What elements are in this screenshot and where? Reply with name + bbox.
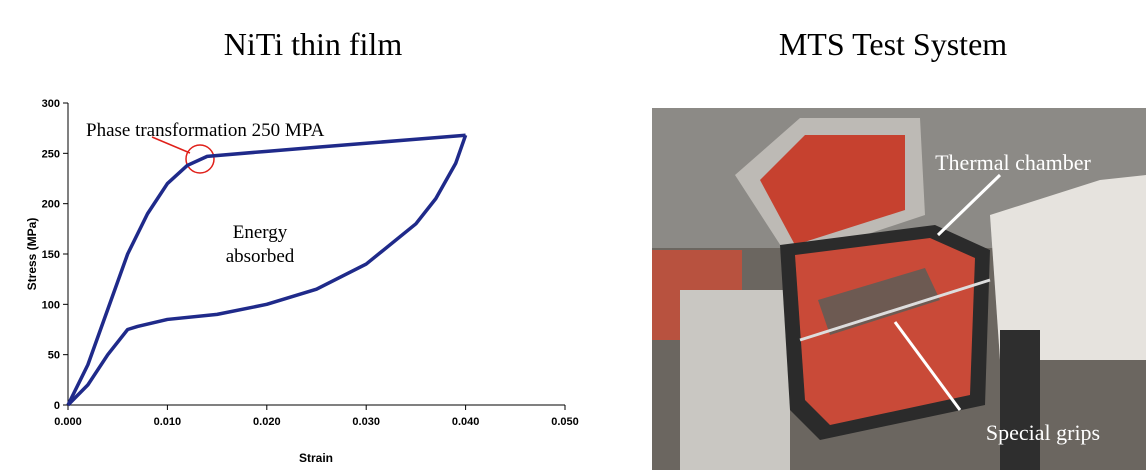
photo-arrow [893,321,962,411]
y-tick-label: 200 [42,199,60,211]
series-line [66,134,468,407]
annotation-arrow [151,136,191,154]
photo [652,108,1146,470]
x-axis-label: Strain [299,451,333,465]
photo-lid-inner [760,135,905,245]
x-tick-label: 0.020 [253,416,281,428]
x-tick-label: 0.000 [54,416,82,428]
y-tick-label: 250 [42,148,60,160]
photo-load-frame [990,175,1146,360]
photo-arrow [936,173,1002,237]
y-tick-label: 300 [42,98,60,110]
x-tick-label: 0.030 [352,416,380,428]
y-tick-label: 150 [42,249,60,261]
photo-label: Special grips [986,420,1100,445]
annotation-circle [185,144,215,174]
series-line [66,133,466,406]
annotation: absorbed [226,246,295,267]
photo-clamp [1000,330,1040,470]
y-tick-label: 100 [42,299,60,311]
photo-rod [799,278,991,342]
x-tick-label: 0.010 [154,416,182,428]
photo-label: Thermal chamber [935,150,1091,175]
y-tick-label: 0 [54,400,60,412]
photo-grips [818,268,940,335]
photo-fixture [680,290,790,470]
annotation: Energy [233,222,288,243]
photo-title: MTS Test System [779,26,1007,62]
x-tick-label: 0.040 [452,416,480,428]
y-tick-label: 50 [48,350,60,362]
y-axis-label: Stress (MPa) [25,218,39,291]
x-tick-label: 0.050 [551,416,579,428]
annotation: Phase transformation 250 MPA [86,120,325,141]
chart-title: NiTi thin film [224,26,403,62]
